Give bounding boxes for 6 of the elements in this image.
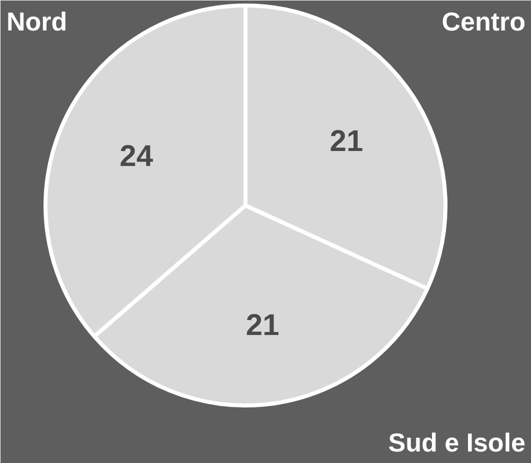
slice-label: Nord (6, 6, 68, 36)
slice-label: Sud e Isole (388, 428, 526, 458)
data-label: 21 (330, 125, 364, 158)
data-label: 21 (246, 308, 280, 342)
data-label: 24 (120, 140, 154, 174)
slice-label: Centro (442, 6, 526, 36)
